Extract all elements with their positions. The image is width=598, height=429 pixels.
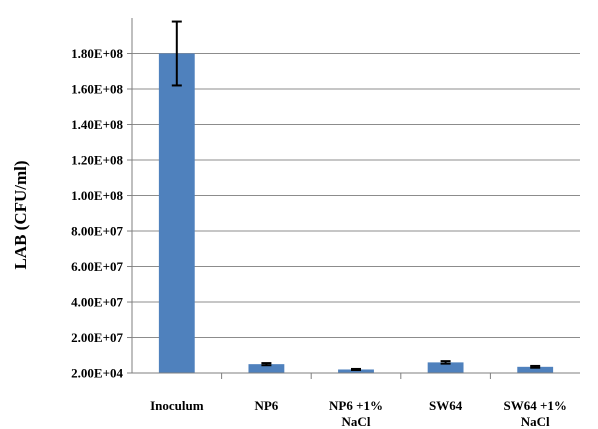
bar bbox=[248, 364, 285, 373]
y-tick-label: 2.00E+04 bbox=[71, 366, 123, 381]
axes bbox=[127, 18, 580, 379]
bar bbox=[427, 362, 464, 373]
bar bbox=[338, 369, 374, 373]
bar bbox=[158, 53, 195, 374]
y-tick-label: 1.00E+08 bbox=[71, 188, 123, 203]
y-tick-label: 8.00E+07 bbox=[71, 224, 123, 239]
x-tick-label: SW64 +1% NaCl bbox=[504, 398, 567, 429]
y-tick-label: 1.20E+08 bbox=[71, 153, 123, 168]
y-tick-label: 1.40E+08 bbox=[71, 117, 123, 132]
y-tick-label: 4.00E+07 bbox=[71, 295, 123, 310]
error-bars bbox=[171, 20, 541, 372]
bars bbox=[158, 53, 554, 374]
y-tick-label: 2.00E+07 bbox=[71, 330, 123, 345]
y-axis-title: LAB (CFU/ml) bbox=[11, 160, 30, 269]
y-tick-label: 1.80E+08 bbox=[71, 46, 123, 61]
x-tick-label: NP6 +1% NaCl bbox=[329, 398, 383, 429]
x-tick-label: SW64 bbox=[429, 398, 463, 413]
x-tick-label: NP6 bbox=[254, 398, 278, 413]
x-tick-labels: Inoculum NP6 NP6 +1% NaCl SW64 SW64 +1% NaCl bbox=[150, 398, 567, 429]
x-tick-label: Inoculum bbox=[150, 398, 204, 413]
y-tick-label: 1.60E+08 bbox=[71, 82, 123, 97]
error-bar bbox=[351, 367, 361, 372]
y-tick-labels: 2.00E+04 2.00E+07 4.00E+07 6.00E+07 8.00E+07… bbox=[71, 46, 123, 380]
y-tick-label: 6.00E+07 bbox=[71, 259, 123, 274]
error-bar bbox=[261, 362, 272, 367]
error-bar bbox=[171, 20, 182, 87]
gridlines bbox=[132, 53, 580, 339]
error-bar bbox=[530, 364, 541, 369]
error-bar bbox=[440, 360, 451, 365]
bar bbox=[517, 366, 554, 373]
